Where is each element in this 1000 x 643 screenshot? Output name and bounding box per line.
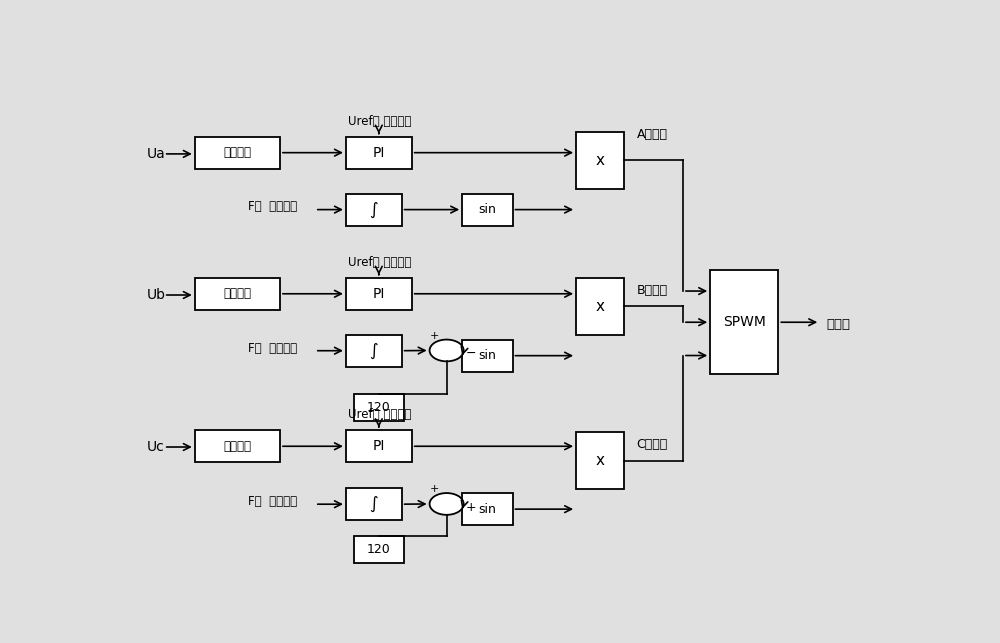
Text: PI: PI <box>373 146 385 159</box>
Text: F：  频率指令: F： 频率指令 <box>248 201 297 213</box>
Bar <box>710 270 778 374</box>
Text: ∫: ∫ <box>369 341 378 359</box>
Text: C相载波: C相载波 <box>637 438 668 451</box>
Text: sin: sin <box>478 349 496 362</box>
Bar <box>576 432 624 489</box>
Bar <box>354 394 404 421</box>
Text: 120: 120 <box>367 401 391 414</box>
Bar <box>576 132 624 188</box>
Text: x: x <box>596 152 605 168</box>
Bar <box>195 430 280 462</box>
Text: 幅値计算: 幅値计算 <box>223 287 251 300</box>
Text: 120: 120 <box>367 543 391 556</box>
Text: +: + <box>466 501 477 514</box>
Bar <box>195 136 280 168</box>
Text: sin: sin <box>478 503 496 516</box>
Text: 变流器: 变流器 <box>826 318 850 331</box>
Text: Ub: Ub <box>147 288 166 302</box>
Bar <box>346 278 412 310</box>
Text: Uref： 电压指令: Uref： 电压指令 <box>348 408 411 421</box>
Bar <box>346 194 402 226</box>
Bar <box>354 536 404 563</box>
Text: PI: PI <box>373 439 385 453</box>
Text: B相载波: B相载波 <box>637 284 668 296</box>
Circle shape <box>430 493 464 515</box>
Text: F：  频率指令: F： 频率指令 <box>248 495 297 508</box>
Text: Uref： 电压指令: Uref： 电压指令 <box>348 115 411 128</box>
Text: +: + <box>430 484 439 494</box>
Text: x: x <box>596 453 605 468</box>
Bar <box>346 430 412 462</box>
Text: Uc: Uc <box>147 440 164 454</box>
Text: F：  频率指令: F： 频率指令 <box>248 342 297 355</box>
Bar <box>346 136 412 168</box>
Bar <box>462 340 512 372</box>
Text: SPWM: SPWM <box>723 315 766 329</box>
Text: ∫: ∫ <box>369 495 378 513</box>
Text: 幅値计算: 幅値计算 <box>223 146 251 159</box>
Circle shape <box>430 340 464 361</box>
Text: sin: sin <box>478 203 496 216</box>
Text: Uref： 电压指令: Uref： 电压指令 <box>348 257 411 269</box>
Text: A相载波: A相载波 <box>637 127 668 141</box>
Text: x: x <box>596 298 605 314</box>
Bar <box>346 334 402 367</box>
Text: +: + <box>430 331 439 341</box>
Text: 幅値计算: 幅値计算 <box>223 440 251 453</box>
Bar <box>462 194 512 226</box>
Text: ∫: ∫ <box>369 201 378 219</box>
Bar <box>462 493 512 525</box>
Text: Ua: Ua <box>147 147 165 161</box>
Bar <box>195 278 280 310</box>
Text: PI: PI <box>373 287 385 301</box>
Bar <box>576 278 624 334</box>
Text: −: − <box>466 347 477 360</box>
Bar <box>346 488 402 520</box>
